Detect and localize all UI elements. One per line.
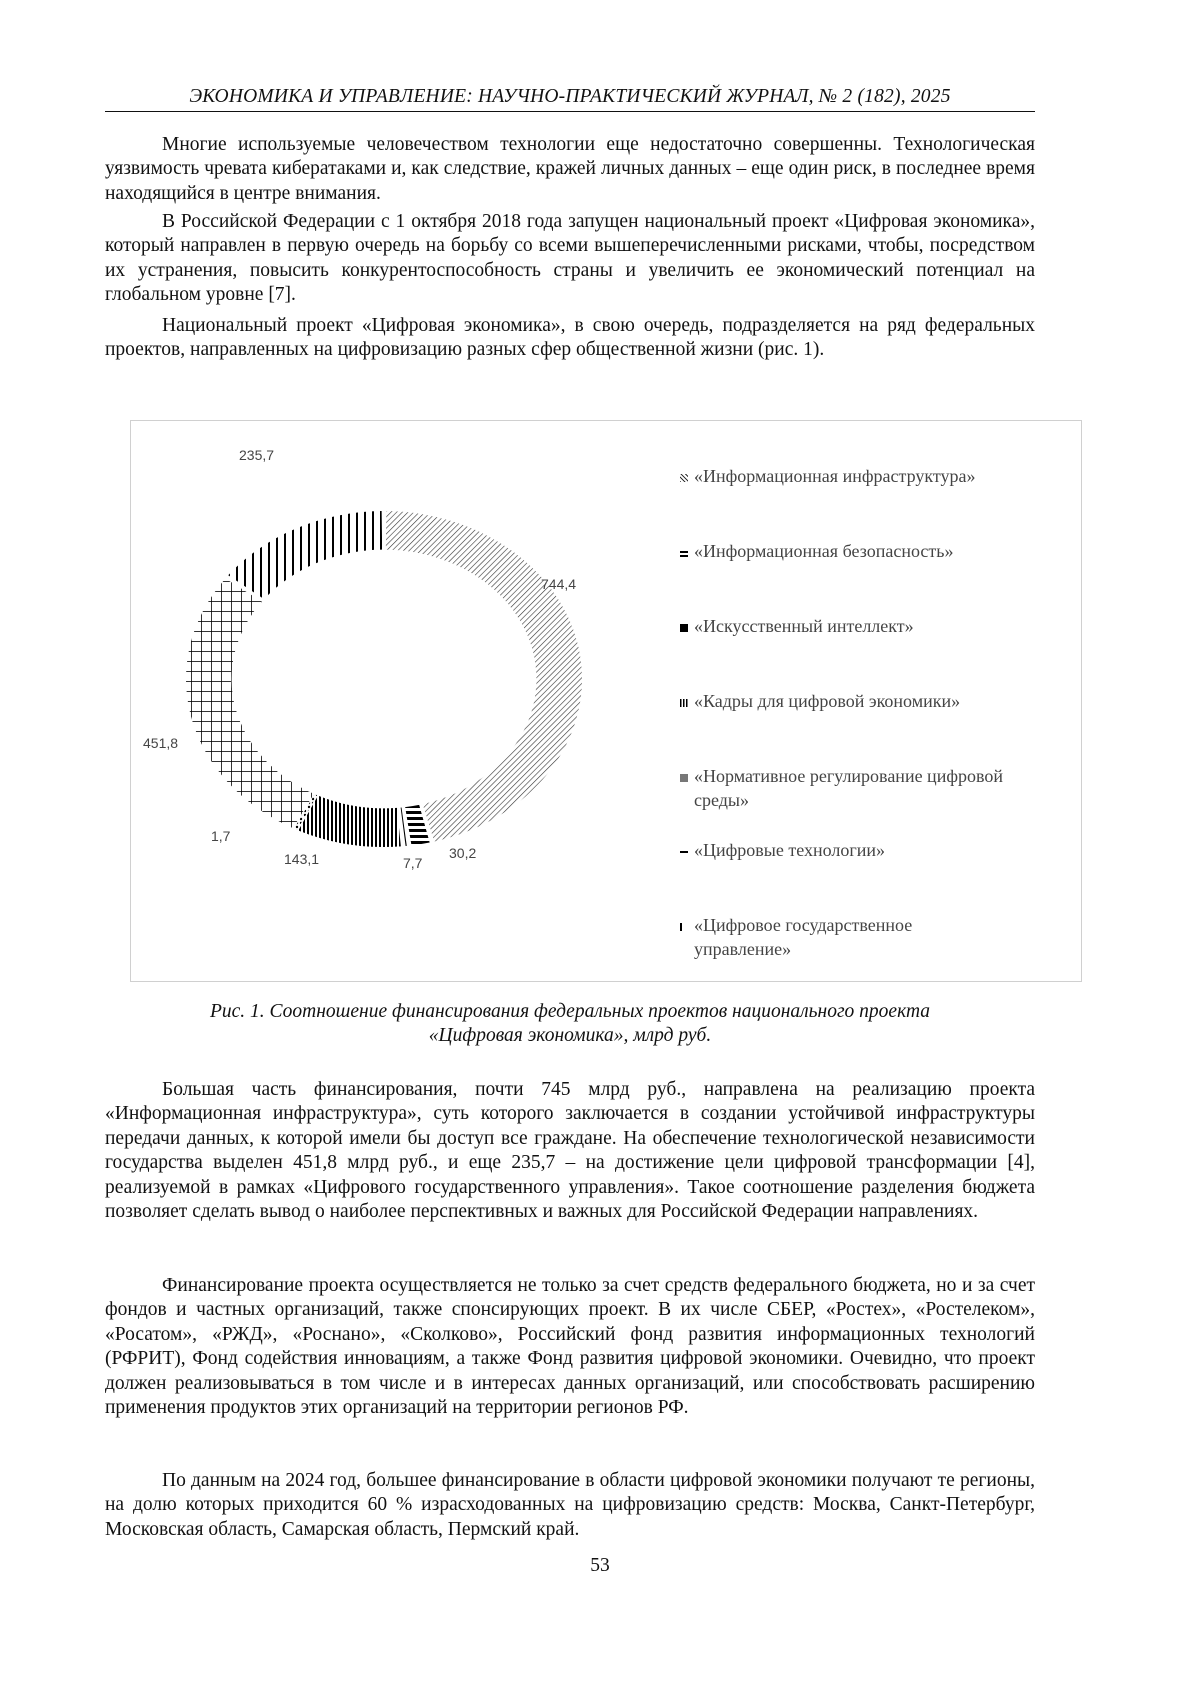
legend-swatch <box>680 851 688 853</box>
paragraph: Большая часть финансирования, почти 745 … <box>105 1078 1035 1224</box>
legend-label: «Цифровое государственное управление» <box>694 915 912 959</box>
data-label: 744,4 <box>541 576 576 592</box>
paragraph: В Российской Федерации с 1 октября 2018 … <box>105 210 1035 308</box>
data-label: 30,2 <box>449 845 476 861</box>
donut-slice <box>386 511 582 841</box>
paragraph: Финансирование проекта осуществляется не… <box>105 1274 1035 1420</box>
legend-label: «Нормативное регулирование цифровой сред… <box>694 766 1003 810</box>
donut-slice <box>186 578 314 828</box>
page: ЭКОНОМИКА И УПРАВЛЕНИЕ: НАУЧНО-ПРАКТИЧЕС… <box>0 0 1200 1698</box>
legend-swatch <box>680 699 688 707</box>
legend-item: «Искусственный интеллект» <box>680 614 1040 638</box>
data-label: 451,8 <box>143 735 178 751</box>
data-label: 143,1 <box>284 851 319 867</box>
legend-label: «Информационная безопасность» <box>694 541 953 561</box>
legend-swatch <box>680 774 688 782</box>
legend-label: «Искусственный интеллект» <box>694 616 914 636</box>
paragraph: Национальный проект «Цифровая экономика»… <box>105 314 1035 363</box>
legend-item: «Цифровое государственное управление» <box>680 913 994 961</box>
legend-item: «Информационная безопасность» <box>680 539 1040 563</box>
caption-line: «Цифровая экономика», млрд руб. <box>105 1024 1035 1048</box>
legend-swatch <box>680 624 688 632</box>
page-number: 53 <box>0 1555 1200 1577</box>
data-label: 1,7 <box>211 828 230 844</box>
legend-swatch <box>680 474 688 482</box>
journal-header: ЭКОНОМИКА И УПРАВЛЕНИЕ: НАУЧНО-ПРАКТИЧЕС… <box>105 86 1035 112</box>
legend-item: «Кадры для цифровой экономики» <box>680 689 1040 713</box>
paragraph: По данным на 2024 год, большее финансиро… <box>105 1469 1035 1542</box>
legend-label: «Кадры для цифровой экономики» <box>694 691 960 711</box>
legend-swatch <box>680 923 682 931</box>
legend-label: «Информационная инфраструктура» <box>694 466 975 486</box>
donut-slice <box>228 511 382 599</box>
data-label: 235,7 <box>239 447 274 463</box>
legend-item: «Информационная инфраструктура» <box>680 464 1040 488</box>
legend-item: «Нормативное регулирование цифровой сред… <box>680 764 1054 812</box>
paragraph: Многие используемые человечеством технол… <box>105 133 1035 206</box>
caption-line: Рис. 1. Соотношение финансирования федер… <box>105 1000 1035 1024</box>
legend-swatch <box>680 549 688 557</box>
legend-label: «Цифровые технологии» <box>694 840 885 860</box>
donut-slice <box>401 808 407 846</box>
data-label: 7,7 <box>403 855 422 871</box>
donut-slice <box>298 796 401 847</box>
figure-caption: Рис. 1. Соотношение финансирования федер… <box>105 1000 1035 1048</box>
legend-item: «Цифровые технологии» <box>680 838 1040 862</box>
